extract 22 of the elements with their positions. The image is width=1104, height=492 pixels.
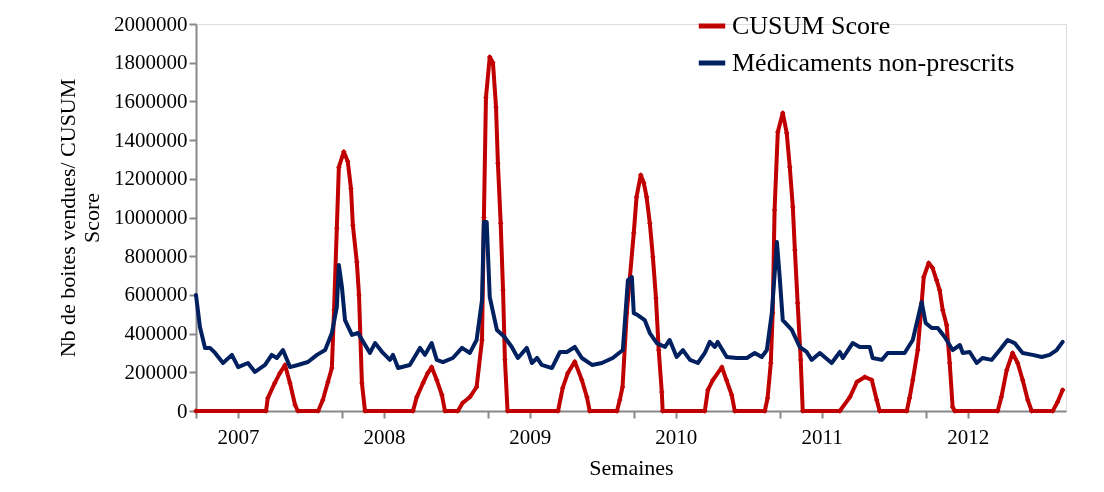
y-tick-label: 0 <box>177 398 188 423</box>
y-tick-label: 1800000 <box>114 50 188 75</box>
y-tick-label: 1600000 <box>114 88 188 113</box>
y-tick-label: 1400000 <box>114 127 188 152</box>
y-axis-title: Nb de boites vendues/ CUSUM Score <box>55 78 104 358</box>
y-tick-label: 800000 <box>124 243 188 268</box>
x-tick-label: 2010 <box>655 424 698 449</box>
y-tick-label: 400000 <box>124 321 188 346</box>
y-tick-label: 600000 <box>124 282 188 307</box>
legend-label: Médicaments non-prescrits <box>732 48 1015 77</box>
y-tick-label: 1200000 <box>114 166 188 191</box>
x-tick-label: 2009 <box>509 424 552 449</box>
legend-label: CUSUM Score <box>732 11 891 40</box>
y-tick-label: 2000000 <box>114 11 188 36</box>
y-tick-label: 200000 <box>124 359 188 384</box>
x-axis-title: Semaines <box>589 454 674 480</box>
x-tick-label: 2011 <box>801 424 843 449</box>
x-tick-label: 2008 <box>363 424 406 449</box>
y-tick-label: 1000000 <box>114 205 188 229</box>
x-tick-label: 2012 <box>947 424 990 449</box>
line-series <box>194 219 1065 374</box>
x-tick-label: 2007 <box>217 424 260 449</box>
